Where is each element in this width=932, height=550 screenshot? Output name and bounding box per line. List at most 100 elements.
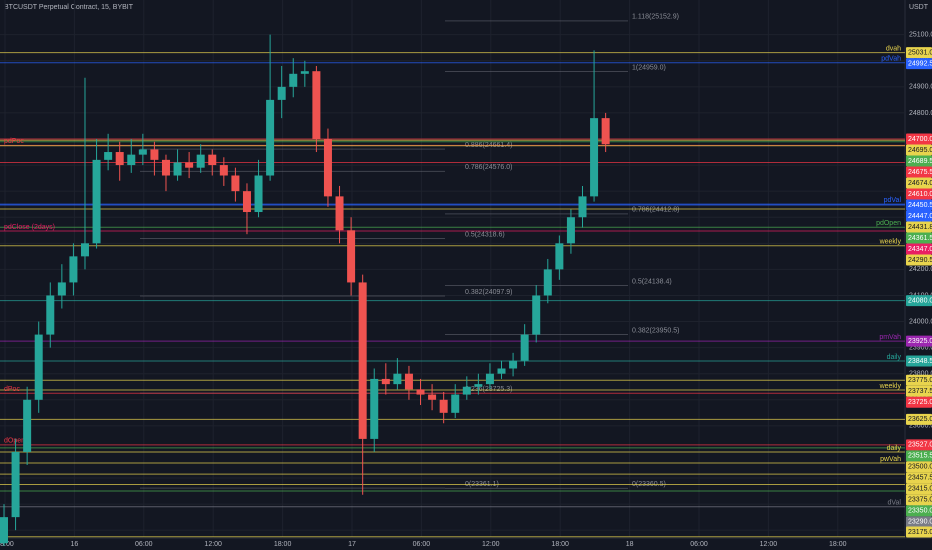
candle-body: [358, 282, 367, 439]
price-tag-label: 23515.5: [908, 453, 932, 460]
x-tick-label: 18:00: [274, 541, 292, 548]
price-tag: [906, 295, 932, 307]
x-tick-label: 06:00: [135, 541, 153, 548]
price-tag: [906, 439, 932, 451]
candle-body: [173, 162, 182, 176]
price-tag: [906, 199, 932, 211]
candle-body: [543, 269, 552, 296]
price-tag: [906, 221, 932, 233]
candle-body: [161, 159, 170, 176]
price-tag-label: 24361.5: [908, 235, 932, 242]
currency-label: USDT: [909, 4, 929, 11]
candle-body: [393, 373, 402, 385]
candle-body: [370, 378, 379, 439]
price-tag-label: 23625.0: [908, 416, 932, 423]
price-tag: [906, 355, 932, 367]
candle-body: [219, 165, 228, 176]
x-tick-label: 06:00: [690, 541, 708, 548]
x-tick-label: 18:00: [551, 541, 569, 548]
candle-body: [57, 282, 66, 296]
price-tag: [906, 254, 932, 266]
candle-body: [266, 99, 275, 176]
fib-label: 0.382(23950.5): [632, 327, 679, 334]
level-name: pmVah: [879, 334, 901, 341]
level-name: daily: [887, 354, 902, 361]
price-tag-label: 23500.0: [908, 464, 932, 471]
y-tick-label: 25100.0: [909, 32, 932, 39]
price-tag-label: 24700.0: [908, 136, 932, 143]
price-tag: [906, 374, 932, 386]
y-tick-label: 24800.0: [909, 110, 932, 117]
candle-body: [196, 154, 205, 168]
candle-body: [509, 360, 518, 369]
level-name: dPoc: [4, 386, 20, 393]
candle-body: [474, 384, 483, 387]
price-tag: [906, 58, 932, 70]
price-tag-label: 23848.5: [908, 358, 932, 365]
price-tag-label: 25031.0: [908, 50, 932, 57]
price-tag-label: 23375.0: [908, 497, 932, 504]
x-tick-label: 12:00: [760, 541, 778, 548]
x-tick-label: 16: [71, 541, 79, 548]
price-tag-label: 24689.5: [908, 158, 932, 165]
level-name: weekly: [879, 383, 902, 390]
candle-body: [323, 138, 332, 197]
price-tag: [906, 47, 932, 59]
x-tick-label: 18: [626, 541, 634, 548]
price-tag: [906, 516, 932, 528]
price-tag-label: 24695.0: [908, 147, 932, 154]
candle-body: [462, 386, 471, 395]
candle-body: [312, 71, 321, 139]
fib-label: 0.382(24097.9): [465, 289, 512, 296]
price-tag: [906, 385, 932, 397]
candle-body: [231, 175, 240, 192]
candle-body: [601, 118, 610, 145]
price-tag: [906, 526, 932, 538]
x-tick-label: 18:00: [829, 541, 847, 548]
price-tag-label: 24675.5: [908, 169, 932, 176]
candle-body: [439, 399, 448, 413]
candle-body: [532, 295, 541, 335]
candle-body: [497, 368, 506, 374]
price-tag: [906, 133, 932, 145]
candle-body: [578, 196, 587, 218]
candle-body: [254, 175, 263, 213]
price-tag: [906, 396, 932, 408]
candle-body: [428, 394, 437, 400]
candle-body: [520, 334, 529, 361]
candle-body: [381, 378, 390, 385]
level-name: pdVah: [881, 56, 901, 63]
y-tick-label: 24000.0: [909, 318, 932, 325]
fib-label: 0.786(24576.0): [465, 164, 512, 171]
price-tag-label: 24674.0: [908, 180, 932, 187]
y-tick-label: 23600.0: [909, 423, 932, 430]
x-tick-label: 12:00: [204, 541, 222, 548]
fib-label: 1.118(25152.9): [632, 14, 679, 21]
level-name: dVal: [888, 500, 902, 507]
price-tag: [906, 494, 932, 506]
candle-body: [69, 256, 78, 283]
candle-body: [289, 73, 298, 87]
candle-body: [404, 373, 413, 390]
candle-body: [92, 159, 101, 244]
price-tag-label: 24447.0: [908, 213, 932, 220]
candle-body: [115, 152, 124, 166]
y-tick-label: 24200.0: [909, 266, 932, 273]
price-tag-label: 24450.5: [908, 202, 932, 209]
fib-label: 1(24959.0): [632, 64, 666, 71]
price-tag-label: 23415.0: [908, 486, 932, 493]
candle-body: [46, 295, 55, 335]
price-tag: [906, 335, 932, 347]
candle-body: [300, 71, 309, 74]
price-tag-label: 24080.0: [908, 298, 932, 305]
price-tag: [906, 483, 932, 495]
price-tag-label: 23290.0: [908, 519, 932, 526]
chart-title: BTCUSDT Perpetual Contract, 15, BYBIT: [4, 4, 134, 11]
price-tag-label: 23925.0: [908, 338, 932, 345]
price-tag: [906, 243, 932, 255]
candle-body: [242, 191, 251, 213]
x-tick-label: 17: [348, 541, 356, 548]
